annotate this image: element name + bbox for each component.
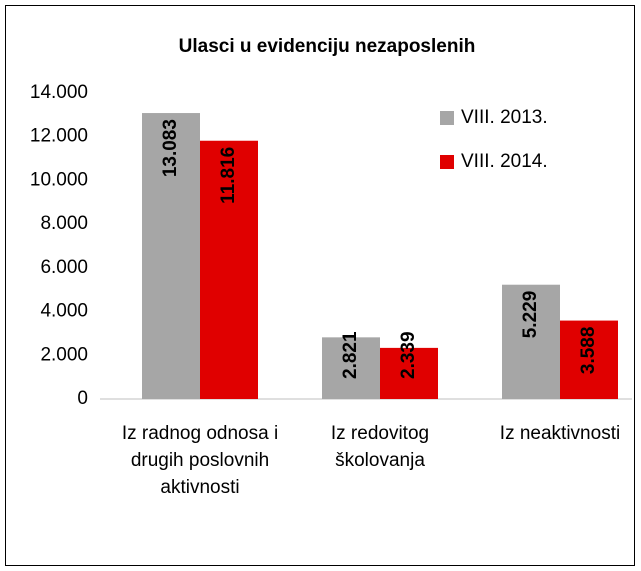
- legend-swatch: [440, 155, 454, 169]
- y-tick-label: 6.000: [40, 257, 88, 278]
- bar: [502, 284, 560, 399]
- y-tick-label: 14.000: [30, 82, 88, 103]
- y-tick-label: 12.000: [30, 126, 88, 147]
- y-tick-label: 4.000: [40, 301, 88, 322]
- bar: [322, 337, 380, 399]
- data-label: 3.588: [578, 327, 599, 375]
- data-label: 2.821: [340, 331, 361, 379]
- bar: [380, 347, 438, 399]
- bar: [560, 320, 618, 399]
- data-label: 13.083: [160, 119, 181, 177]
- y-tick-label: 8.000: [40, 213, 88, 234]
- data-label: 5.229: [520, 291, 541, 339]
- y-tick-label: 2.000: [40, 344, 88, 365]
- bar: [142, 113, 200, 399]
- x-tick-label: Iz redovitog školovanja: [330, 423, 430, 471]
- x-tick-label: Iz neaktivnosti: [499, 423, 621, 444]
- y-tick-label: 0: [77, 388, 88, 409]
- legend-label: VIII. 2014.: [461, 151, 548, 172]
- bar: [200, 140, 258, 399]
- chart-title: Ulasci u evidenciju nezaposlenih: [179, 36, 476, 57]
- data-label: 2.339: [398, 331, 419, 379]
- legend-label: VIII. 2013.: [461, 107, 548, 128]
- data-label: 11.816: [218, 147, 239, 204]
- y-tick-label: 10.000: [30, 169, 88, 190]
- x-tick-label: Iz radnog odnosa i drugih poslovnih akti…: [121, 423, 279, 498]
- legend-swatch: [440, 111, 454, 125]
